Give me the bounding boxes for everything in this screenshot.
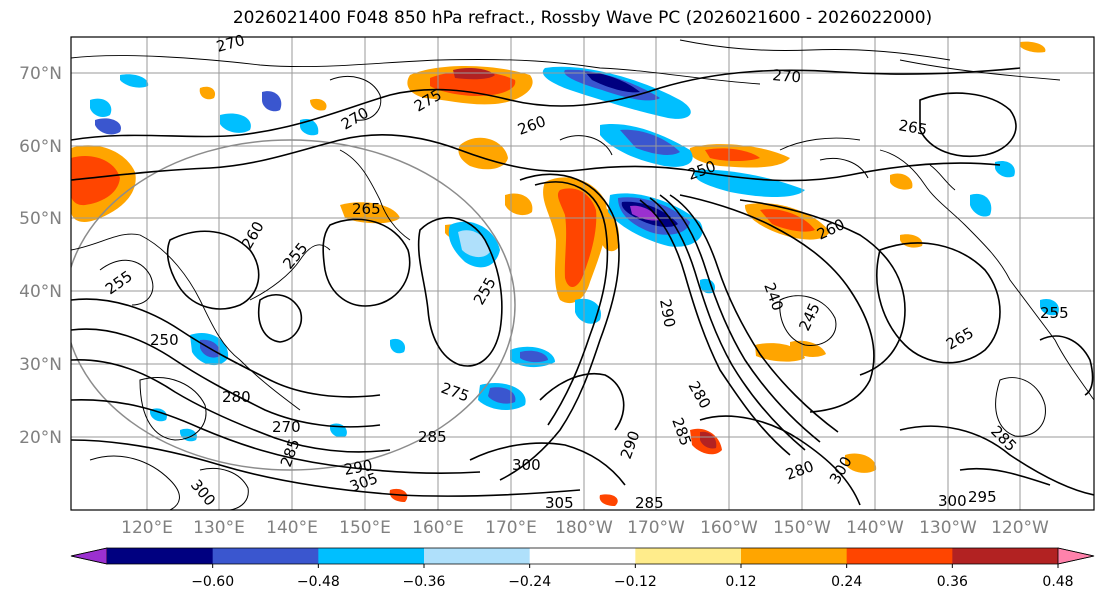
- lon-tick-label: 150°W: [773, 518, 831, 538]
- lon-tick-label: 120°E: [121, 518, 173, 538]
- lon-tick-label: 140°E: [266, 518, 318, 538]
- colorbar-tick-label: −0.48: [297, 574, 340, 590]
- lat-tick-label: 60°N: [19, 137, 62, 157]
- lon-tick-label: 160°W: [700, 518, 758, 538]
- lat-tick-label: 50°N: [19, 209, 62, 229]
- refractivity-contours: [71, 67, 1094, 506]
- contour-labels: 270 275 270 260 270 265 265 255 260 255 …: [102, 31, 1069, 512]
- contour-label: 255: [1040, 304, 1069, 322]
- colorbar-swatch: [424, 548, 531, 564]
- colorbar-tick-label: −0.60: [191, 574, 234, 590]
- colorbar-tick-label: 0.24: [831, 574, 862, 590]
- colorbar-swatch: [846, 548, 953, 564]
- contour-label: 265: [897, 116, 928, 139]
- coastlines: [71, 55, 1094, 411]
- lon-tick-label: 170°W: [627, 518, 685, 538]
- contour-label: 285: [635, 494, 664, 512]
- contour-label: 300: [938, 492, 967, 510]
- lon-tick-label: 120°W: [991, 518, 1049, 538]
- lon-tick-label: 130°E: [193, 518, 245, 538]
- colorbar: −0.60 −0.48 −0.36 −0.24 −0.12 0.12 0.24 0.36 0.4…: [70, 547, 1095, 590]
- contour-label: 305: [545, 494, 574, 512]
- contour-label: 285: [418, 428, 447, 446]
- colorbar-swatch: [529, 548, 636, 564]
- grey-ring-overlay: [71, 139, 516, 471]
- colorbar-swatch: [952, 548, 1059, 564]
- colorbar-swatch: [318, 548, 425, 564]
- thin-contours: [89, 39, 1046, 510]
- lon-tick-label: 150°E: [339, 518, 391, 538]
- contour-label: 265: [352, 200, 381, 218]
- lon-tick-label: 170°E: [485, 518, 537, 538]
- colorbar-tick-label: −0.24: [508, 574, 551, 590]
- colorbar-extend-low: [70, 547, 108, 565]
- colorbar-tick-label: 0.48: [1042, 574, 1073, 590]
- longitude-axis: 120°E 130°E 140°E 150°E 160°E 170°E 180°…: [121, 518, 1049, 538]
- contour-label: 270: [772, 66, 802, 86]
- lat-tick-label: 30°N: [19, 355, 62, 375]
- colorbar-tick-label: 0.12: [725, 574, 756, 590]
- contour-label: 300: [512, 456, 541, 474]
- lat-tick-label: 40°N: [19, 282, 62, 302]
- colorbar-swatch: [107, 548, 214, 564]
- colorbar-extend-high: [1057, 547, 1095, 565]
- contour-label: 270: [272, 418, 301, 436]
- graticule: [71, 37, 1094, 510]
- contour-label: 295: [968, 488, 997, 506]
- contour-label: 290: [343, 456, 374, 479]
- latitude-axis: 70°N 60°N 50°N 40°N 30°N 20°N: [19, 64, 62, 448]
- lon-tick-label: 160°E: [412, 518, 464, 538]
- lon-tick-label: 140°W: [846, 518, 904, 538]
- colorbar-swatch: [212, 548, 319, 564]
- map-title: 2026021400 F048 850 hPa refract., Rossby…: [232, 8, 933, 28]
- colorbar-swatch: [635, 548, 742, 564]
- colorbar-swatch: [741, 548, 848, 564]
- negative-anomaly-areas: [90, 66, 1059, 442]
- contour-label: 280: [222, 388, 251, 406]
- contour-label: 250: [150, 331, 179, 349]
- colorbar-tick-label: −0.12: [614, 574, 657, 590]
- colorbar-outline: [70, 547, 1095, 565]
- contour-label: 290: [656, 298, 679, 329]
- map-border: [70, 36, 1095, 511]
- map-field: [71, 37, 1094, 510]
- colorbar-tick-label: 0.36: [937, 574, 968, 590]
- lat-tick-label: 20°N: [19, 428, 62, 448]
- lat-tick-label: 70°N: [19, 64, 62, 84]
- colorbar-tick-label: −0.36: [403, 574, 446, 590]
- lon-tick-label: 180°W: [555, 518, 613, 538]
- lon-tick-label: 130°W: [919, 518, 977, 538]
